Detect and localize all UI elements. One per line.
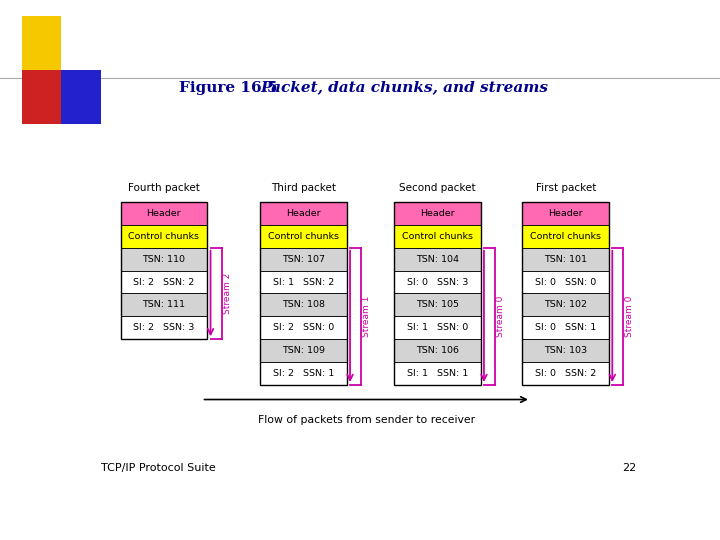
Text: Packet, data chunks, and streams: Packet, data chunks, and streams — [260, 80, 548, 94]
FancyBboxPatch shape — [121, 316, 207, 339]
Text: Fourth packet: Fourth packet — [128, 183, 200, 193]
Text: SI: 0   SSN: 1: SI: 0 SSN: 1 — [535, 323, 596, 332]
Text: Stream 1: Stream 1 — [362, 296, 372, 337]
Text: Header: Header — [420, 209, 454, 218]
FancyBboxPatch shape — [260, 248, 347, 271]
Text: SI: 2   SSN: 1: SI: 2 SSN: 1 — [273, 369, 334, 378]
Text: TSN: 104: TSN: 104 — [416, 255, 459, 264]
FancyBboxPatch shape — [523, 293, 609, 316]
Text: TSN: 106: TSN: 106 — [416, 346, 459, 355]
FancyBboxPatch shape — [394, 339, 481, 362]
Text: SI: 2   SSN: 0: SI: 2 SSN: 0 — [273, 323, 334, 332]
Text: Stream 0: Stream 0 — [496, 296, 505, 337]
FancyBboxPatch shape — [121, 271, 207, 294]
FancyBboxPatch shape — [394, 362, 481, 385]
Text: Second packet: Second packet — [399, 183, 476, 193]
FancyBboxPatch shape — [260, 225, 347, 248]
FancyBboxPatch shape — [523, 225, 609, 248]
Text: Stream 0: Stream 0 — [624, 296, 634, 337]
Text: SI: 2   SSN: 3: SI: 2 SSN: 3 — [133, 323, 194, 332]
FancyBboxPatch shape — [121, 225, 207, 248]
Text: SI: 1   SSN: 0: SI: 1 SSN: 0 — [407, 323, 468, 332]
Text: TSN: 110: TSN: 110 — [143, 255, 186, 264]
FancyBboxPatch shape — [523, 362, 609, 385]
Text: Header: Header — [147, 209, 181, 218]
Text: SI: 0   SSN: 0: SI: 0 SSN: 0 — [535, 278, 596, 287]
Text: TSN: 103: TSN: 103 — [544, 346, 588, 355]
FancyBboxPatch shape — [523, 202, 609, 225]
Text: Third packet: Third packet — [271, 183, 336, 193]
Text: TSN: 101: TSN: 101 — [544, 255, 588, 264]
FancyBboxPatch shape — [121, 248, 207, 271]
Text: TSN: 107: TSN: 107 — [282, 255, 325, 264]
Text: Stream 2: Stream 2 — [222, 273, 232, 314]
Text: Control chunks: Control chunks — [530, 232, 601, 241]
Text: First packet: First packet — [536, 183, 596, 193]
Text: Control chunks: Control chunks — [402, 232, 473, 241]
FancyBboxPatch shape — [121, 293, 207, 316]
FancyBboxPatch shape — [260, 316, 347, 339]
Text: TCP/IP Protocol Suite: TCP/IP Protocol Suite — [101, 463, 216, 473]
FancyBboxPatch shape — [260, 339, 347, 362]
Text: TSN: 102: TSN: 102 — [544, 300, 588, 309]
Text: SI: 2   SSN: 2: SI: 2 SSN: 2 — [133, 278, 194, 287]
Text: Header: Header — [549, 209, 583, 218]
FancyBboxPatch shape — [260, 271, 347, 294]
Text: SI: 0   SSN: 3: SI: 0 SSN: 3 — [407, 278, 468, 287]
Text: SI: 0   SSN: 2: SI: 0 SSN: 2 — [535, 369, 596, 378]
Text: TSN: 105: TSN: 105 — [416, 300, 459, 309]
Text: Control chunks: Control chunks — [268, 232, 339, 241]
FancyBboxPatch shape — [394, 316, 481, 339]
Text: 22: 22 — [623, 463, 637, 473]
FancyBboxPatch shape — [394, 225, 481, 248]
Text: Figure 16.5: Figure 16.5 — [179, 80, 278, 94]
FancyBboxPatch shape — [394, 271, 481, 294]
Text: TSN: 108: TSN: 108 — [282, 300, 325, 309]
Text: Header: Header — [286, 209, 320, 218]
FancyBboxPatch shape — [523, 339, 609, 362]
Text: Flow of packets from sender to receiver: Flow of packets from sender to receiver — [258, 415, 474, 426]
FancyBboxPatch shape — [523, 271, 609, 294]
FancyBboxPatch shape — [394, 293, 481, 316]
FancyBboxPatch shape — [523, 316, 609, 339]
FancyBboxPatch shape — [260, 362, 347, 385]
Text: SI: 1   SSN: 2: SI: 1 SSN: 2 — [273, 278, 334, 287]
FancyBboxPatch shape — [394, 248, 481, 271]
FancyBboxPatch shape — [523, 248, 609, 271]
FancyBboxPatch shape — [394, 202, 481, 225]
Text: SI: 1   SSN: 1: SI: 1 SSN: 1 — [407, 369, 468, 378]
FancyBboxPatch shape — [121, 202, 207, 225]
FancyBboxPatch shape — [260, 202, 347, 225]
Text: TSN: 109: TSN: 109 — [282, 346, 325, 355]
Text: TSN: 111: TSN: 111 — [143, 300, 186, 309]
Text: Control chunks: Control chunks — [128, 232, 199, 241]
FancyBboxPatch shape — [260, 293, 347, 316]
